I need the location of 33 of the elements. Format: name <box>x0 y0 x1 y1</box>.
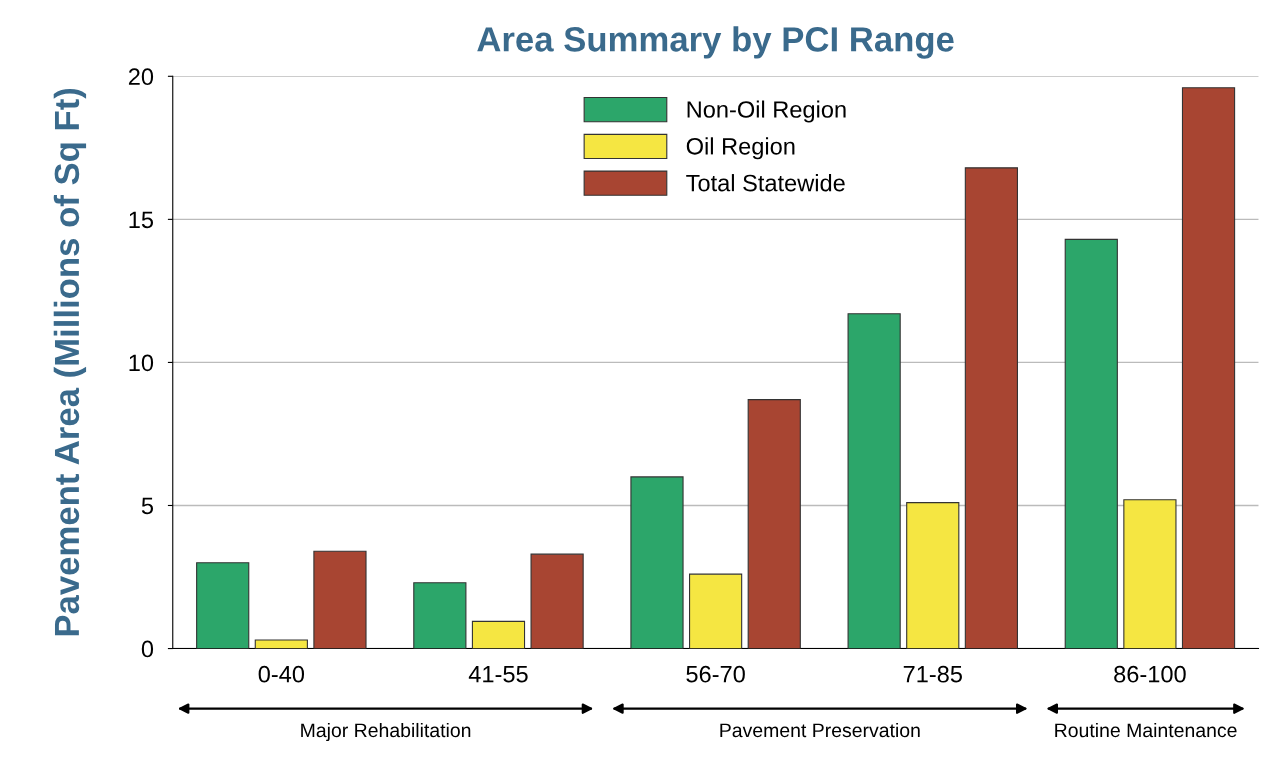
x-tick-label: 86-100 <box>1114 665 1186 683</box>
bar <box>313 550 367 649</box>
legend-label: Oil Region <box>686 137 795 160</box>
y-tick-label: 5 <box>141 497 154 515</box>
text: Routine Maintenance <box>1055 722 1237 738</box>
text: Pavement Preservation <box>720 722 920 738</box>
bar <box>471 620 526 649</box>
bar <box>747 399 801 649</box>
y-tick-label: 15 <box>129 211 154 229</box>
text: Major Rehabilitation <box>301 722 471 742</box>
y-tick-label: 20 <box>128 68 154 86</box>
y-axis-title: Pavement Area (Millions of Sq Ft) <box>53 88 87 636</box>
y-tick-label: 10 <box>129 354 154 372</box>
bar <box>1064 238 1118 649</box>
bar <box>964 167 1019 649</box>
bar <box>196 562 250 649</box>
bar <box>530 553 584 649</box>
chart-title: Area Summary by PCI Range <box>477 26 954 59</box>
legend-label: Non-Oil Region <box>687 100 846 123</box>
x-tick-label: 0-40 <box>258 665 305 683</box>
bar <box>847 313 901 649</box>
bar <box>1181 87 1236 649</box>
bar <box>906 502 960 649</box>
bar <box>689 573 743 649</box>
bar <box>413 582 467 649</box>
x-tick-label: 71-85 <box>903 665 962 683</box>
legend-label: Total Statewide <box>686 174 845 192</box>
x-tick-label: 41-55 <box>468 666 528 683</box>
bar <box>630 476 684 649</box>
bar <box>254 639 308 649</box>
bar <box>1123 499 1177 649</box>
y-tick-label: 0 <box>141 640 154 658</box>
x-tick-label: 56-70 <box>686 665 745 683</box>
